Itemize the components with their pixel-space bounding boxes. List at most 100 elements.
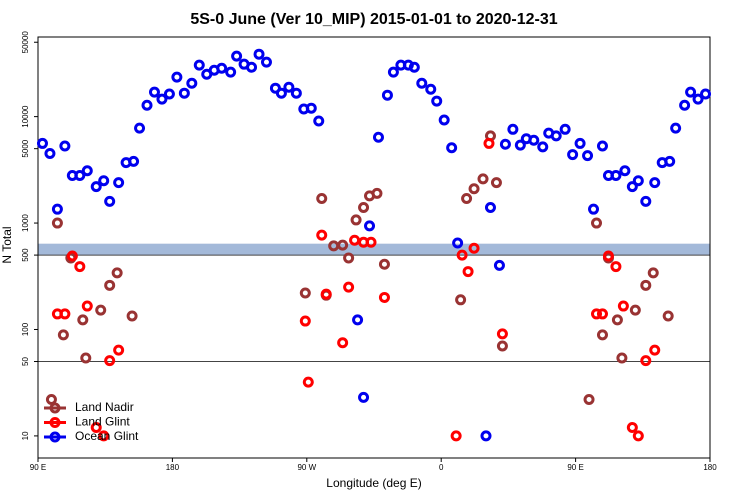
data-point: [134, 122, 146, 134]
data-point: [371, 187, 383, 199]
band: [38, 243, 710, 256]
x-tick-label: 180: [703, 463, 717, 472]
data-point: [559, 123, 571, 135]
data-point: [452, 237, 464, 249]
legend-label: Land Nadir: [75, 400, 134, 414]
data-point: [450, 430, 462, 442]
data-point: [305, 102, 317, 114]
data-point: [350, 214, 362, 226]
data-point: [290, 87, 302, 99]
data-point: [602, 250, 614, 262]
data-point: [664, 155, 676, 167]
data-point: [95, 304, 107, 316]
data-point: [550, 130, 562, 142]
data-point: [74, 169, 86, 181]
data-point: [59, 140, 71, 152]
data-point: [632, 175, 644, 187]
data-point: [611, 314, 623, 326]
data-point: [477, 173, 489, 185]
data-point: [528, 134, 540, 146]
data-point: [45, 393, 57, 405]
data-point: [283, 81, 295, 93]
data-point: [574, 137, 586, 149]
data-point: [619, 165, 631, 177]
data-point: [231, 50, 243, 62]
data-point: [649, 344, 661, 356]
y-axis-label: N Total: [0, 226, 14, 263]
data-point: [148, 86, 160, 98]
data-point: [629, 304, 641, 316]
y-tick-label: 50000: [21, 31, 30, 54]
data-point: [178, 87, 190, 99]
data-point: [59, 308, 71, 320]
data-point: [591, 217, 603, 229]
data-point: [483, 137, 495, 149]
data-point: [302, 376, 314, 388]
data-point: [126, 310, 138, 322]
data-point: [349, 234, 361, 246]
data-point: [408, 61, 420, 73]
data-point: [455, 294, 467, 306]
data-point: [171, 71, 183, 83]
data-point: [253, 48, 265, 60]
data-point: [596, 140, 608, 152]
x-tick-label: 180: [166, 463, 180, 472]
data-point: [596, 329, 608, 341]
data-point: [496, 328, 508, 340]
y-tick-label: 100: [21, 322, 30, 336]
data-point: [591, 308, 603, 320]
data-point: [57, 329, 69, 341]
data-point: [496, 340, 508, 352]
chart-title: 5S-0 June (Ver 10_MIP) 2015-01-01 to 202…: [190, 11, 557, 28]
data-point: [378, 258, 390, 270]
data-point: [358, 202, 370, 214]
data-point: [462, 266, 474, 278]
x-tick-label: 0: [439, 463, 444, 472]
y-tick-label: 50: [21, 357, 30, 366]
data-point: [98, 175, 110, 187]
data-point: [610, 261, 622, 273]
data-point: [499, 138, 511, 150]
data-point: [626, 421, 638, 433]
data-point: [662, 310, 674, 322]
data-point: [98, 430, 110, 442]
data-point: [81, 300, 93, 312]
data-point: [567, 149, 579, 161]
data-point: [446, 142, 458, 154]
data-point: [640, 195, 652, 207]
data-point: [626, 181, 638, 193]
data-point: [372, 131, 384, 143]
data-point: [378, 291, 390, 303]
data-point: [246, 61, 258, 73]
data-point: [640, 355, 652, 367]
legend-marker: [49, 431, 61, 443]
data-point: [649, 177, 661, 189]
data-point: [104, 195, 116, 207]
data-point: [90, 421, 102, 433]
data-point: [480, 430, 492, 442]
data-point: [141, 99, 153, 111]
data-point: [514, 139, 526, 151]
data-point: [679, 99, 691, 111]
data-point: [113, 344, 125, 356]
data-point: [364, 220, 376, 232]
data-point: [700, 88, 712, 100]
data-point: [90, 181, 102, 193]
data-point: [156, 93, 168, 105]
data-point: [225, 66, 237, 78]
data-point: [316, 193, 328, 205]
data-point: [51, 203, 63, 215]
data-point: [343, 252, 355, 264]
y-tick-label: 5000: [21, 139, 30, 157]
data-point: [493, 259, 505, 271]
data-point: [387, 66, 399, 78]
data-point: [313, 115, 325, 127]
data-point: [610, 169, 622, 181]
data-point: [461, 193, 473, 205]
legend-marker: [49, 402, 61, 414]
data-point: [104, 355, 116, 367]
data-point: [51, 217, 63, 229]
data-point: [582, 150, 594, 162]
x-tick-label: 90 W: [297, 463, 316, 472]
data-point: [320, 288, 332, 300]
